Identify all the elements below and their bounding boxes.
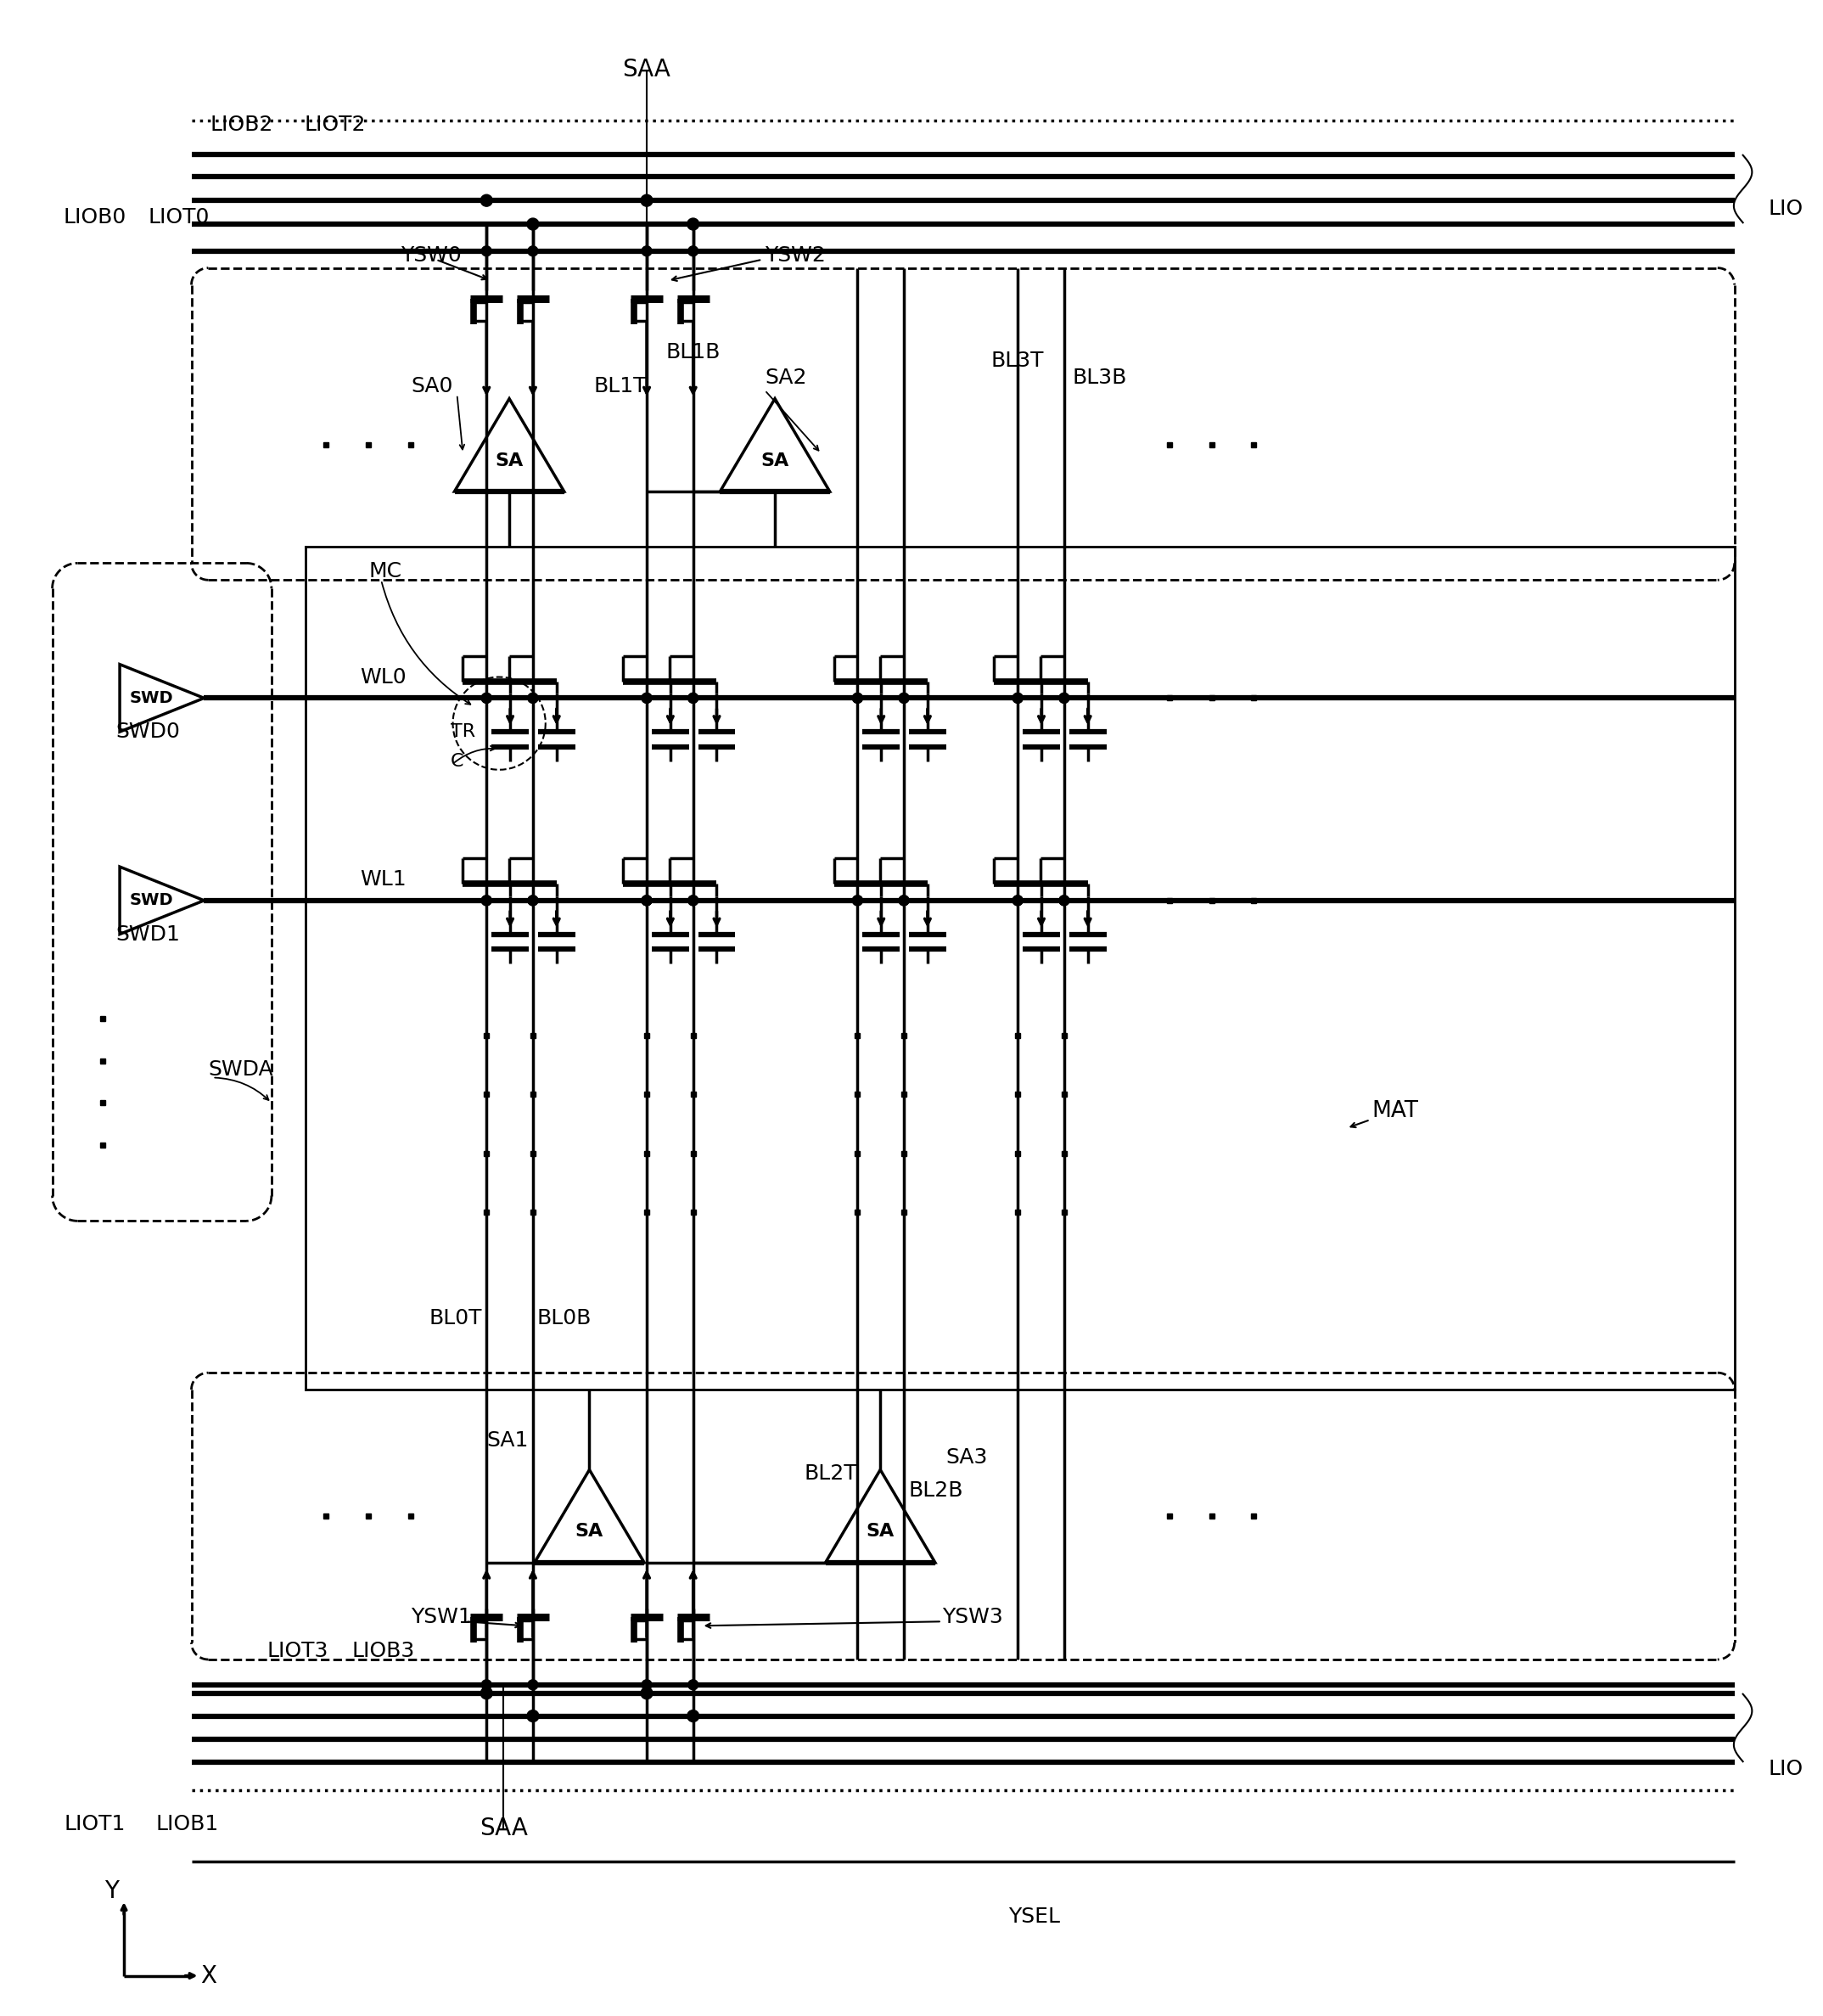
Text: YSEL: YSEL <box>1008 1907 1061 1927</box>
Circle shape <box>853 895 862 905</box>
Text: SWD: SWD <box>129 893 173 909</box>
Circle shape <box>687 895 698 905</box>
Circle shape <box>642 895 653 905</box>
Circle shape <box>481 246 492 256</box>
Text: SA: SA <box>496 452 523 470</box>
Circle shape <box>687 694 698 704</box>
Circle shape <box>687 1710 698 1722</box>
Circle shape <box>527 218 540 230</box>
Text: Y: Y <box>104 1879 118 1903</box>
Text: SA2: SA2 <box>766 367 808 387</box>
Text: LIOB0: LIOB0 <box>64 208 126 228</box>
Circle shape <box>899 895 910 905</box>
Circle shape <box>642 895 653 905</box>
Text: BL3B: BL3B <box>1072 367 1127 387</box>
Circle shape <box>1059 895 1068 905</box>
Text: MAT: MAT <box>1373 1101 1418 1123</box>
Circle shape <box>529 1679 538 1689</box>
Circle shape <box>1059 694 1068 704</box>
Text: BL2B: BL2B <box>908 1480 963 1502</box>
Text: SAA: SAA <box>479 1816 527 1841</box>
Text: SWD1: SWD1 <box>115 923 180 943</box>
Text: WL1: WL1 <box>359 869 407 889</box>
Text: LIOB3: LIOB3 <box>352 1641 414 1661</box>
Circle shape <box>687 1679 698 1689</box>
Circle shape <box>481 694 492 704</box>
Circle shape <box>481 1679 492 1689</box>
Text: SA: SA <box>866 1524 895 1540</box>
Text: LIO: LIO <box>1768 200 1803 220</box>
Circle shape <box>529 246 538 256</box>
Text: YSW3: YSW3 <box>942 1607 1003 1627</box>
Text: YSW0: YSW0 <box>401 246 461 266</box>
Circle shape <box>687 895 698 905</box>
Circle shape <box>527 1710 540 1722</box>
Text: BL0B: BL0B <box>538 1308 592 1329</box>
Circle shape <box>1014 694 1023 704</box>
Circle shape <box>687 694 698 704</box>
Text: LIOB1: LIOB1 <box>155 1814 219 1835</box>
Circle shape <box>1014 694 1023 704</box>
Text: TR: TR <box>450 724 476 740</box>
Text: SA0: SA0 <box>410 375 452 397</box>
Circle shape <box>529 895 538 905</box>
Circle shape <box>853 694 862 704</box>
Text: LIOB2: LIOB2 <box>210 115 273 135</box>
Circle shape <box>642 1687 653 1699</box>
Text: LIO: LIO <box>1768 1758 1803 1780</box>
Circle shape <box>642 1679 653 1689</box>
Circle shape <box>529 895 538 905</box>
Circle shape <box>1059 895 1068 905</box>
Circle shape <box>642 246 653 256</box>
Text: SA: SA <box>576 1524 603 1540</box>
Text: YSW1: YSW1 <box>410 1607 472 1627</box>
Text: SA: SA <box>760 452 789 470</box>
Circle shape <box>481 196 492 206</box>
Text: SA1: SA1 <box>487 1429 529 1450</box>
Text: BL1B: BL1B <box>665 343 720 363</box>
Text: BL3T: BL3T <box>992 351 1045 371</box>
Circle shape <box>481 1687 492 1699</box>
Circle shape <box>899 694 910 704</box>
Circle shape <box>1059 694 1068 704</box>
Text: SWD0: SWD0 <box>115 722 180 742</box>
Text: SWDA: SWDA <box>208 1058 273 1079</box>
Text: BL1T: BL1T <box>594 375 647 397</box>
Circle shape <box>1014 895 1023 905</box>
Circle shape <box>529 694 538 704</box>
Text: X: X <box>201 1964 217 1988</box>
Text: LIOT0: LIOT0 <box>148 208 210 228</box>
Text: LIOT1: LIOT1 <box>64 1814 126 1835</box>
Text: LIOT2: LIOT2 <box>304 115 365 135</box>
Circle shape <box>481 694 492 704</box>
Text: SWD: SWD <box>129 689 173 706</box>
Text: WL0: WL0 <box>359 667 407 687</box>
Circle shape <box>642 196 653 206</box>
Circle shape <box>1014 895 1023 905</box>
Circle shape <box>529 694 538 704</box>
Circle shape <box>899 694 910 704</box>
Text: BL0T: BL0T <box>428 1308 483 1329</box>
Text: SA3: SA3 <box>946 1447 988 1468</box>
Circle shape <box>687 246 698 256</box>
Circle shape <box>481 895 492 905</box>
Text: LIOT3: LIOT3 <box>268 1641 328 1661</box>
Circle shape <box>687 218 698 230</box>
Circle shape <box>899 895 910 905</box>
Circle shape <box>481 895 492 905</box>
Circle shape <box>642 694 653 704</box>
Text: YSW2: YSW2 <box>766 246 826 266</box>
Text: MC: MC <box>368 560 401 583</box>
Circle shape <box>642 895 653 905</box>
Text: C: C <box>450 752 463 770</box>
Circle shape <box>642 694 653 704</box>
Text: BL2T: BL2T <box>804 1464 857 1484</box>
Text: SAA: SAA <box>623 58 671 83</box>
Circle shape <box>853 895 862 905</box>
Circle shape <box>853 694 862 704</box>
